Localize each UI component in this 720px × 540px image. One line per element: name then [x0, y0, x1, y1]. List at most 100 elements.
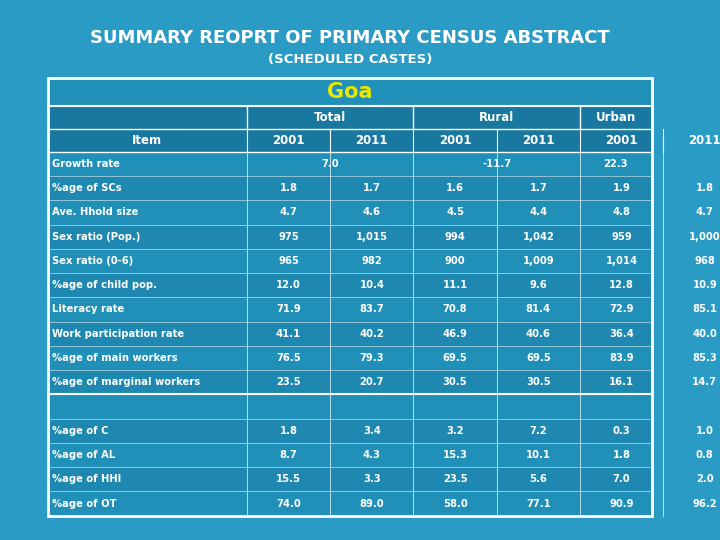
Text: 20.7: 20.7 — [359, 377, 384, 387]
Text: 1,009: 1,009 — [523, 256, 554, 266]
Text: 77.1: 77.1 — [526, 498, 551, 509]
Bar — [48, 443, 652, 467]
Text: Growth rate: Growth rate — [52, 159, 120, 169]
Text: Work participation rate: Work participation rate — [52, 329, 184, 339]
Text: 2011: 2011 — [356, 134, 388, 147]
Text: 85.1: 85.1 — [693, 305, 717, 314]
Text: 5.6: 5.6 — [529, 474, 547, 484]
Text: Goa: Goa — [327, 82, 372, 103]
Text: Urban: Urban — [596, 111, 636, 124]
Text: 81.4: 81.4 — [526, 305, 551, 314]
Text: 9.6: 9.6 — [529, 280, 547, 290]
Text: 2.0: 2.0 — [696, 474, 714, 484]
Text: 3.2: 3.2 — [446, 426, 464, 436]
Bar — [48, 129, 652, 152]
Text: 12.8: 12.8 — [609, 280, 634, 290]
Text: Ave. Hhold size: Ave. Hhold size — [52, 207, 138, 218]
Text: 7.0: 7.0 — [613, 474, 631, 484]
Text: -11.7: -11.7 — [482, 159, 511, 169]
Text: 2001: 2001 — [272, 134, 305, 147]
Bar — [48, 78, 652, 106]
Text: 2001: 2001 — [606, 134, 638, 147]
Text: 40.0: 40.0 — [693, 329, 717, 339]
Text: 7.0: 7.0 — [321, 159, 339, 169]
Text: Sex ratio (0-6): Sex ratio (0-6) — [52, 256, 133, 266]
Text: %age of HHI: %age of HHI — [52, 474, 121, 484]
Text: 2001: 2001 — [438, 134, 472, 147]
Bar — [48, 467, 652, 491]
Bar — [48, 249, 652, 273]
Text: 40.2: 40.2 — [359, 329, 384, 339]
Bar — [48, 346, 652, 370]
Text: 12.0: 12.0 — [276, 280, 301, 290]
Text: 4.3: 4.3 — [363, 450, 381, 460]
Text: 2011: 2011 — [688, 134, 720, 147]
Text: 36.4: 36.4 — [609, 329, 634, 339]
Text: 900: 900 — [445, 256, 465, 266]
Text: %age of main workers: %age of main workers — [52, 353, 177, 363]
Text: 23.5: 23.5 — [276, 377, 301, 387]
Bar — [48, 176, 652, 200]
Bar — [48, 106, 652, 129]
Text: 4.6: 4.6 — [363, 207, 381, 218]
Text: 69.5: 69.5 — [526, 353, 551, 363]
Text: 982: 982 — [361, 256, 382, 266]
Text: 23.5: 23.5 — [443, 474, 467, 484]
Text: 74.0: 74.0 — [276, 498, 301, 509]
Text: 994: 994 — [445, 232, 466, 242]
Bar — [48, 491, 652, 516]
Text: 58.0: 58.0 — [443, 498, 467, 509]
Text: 4.7: 4.7 — [279, 207, 297, 218]
Text: SUMMARY REOPRT OF PRIMARY CENSUS ABSTRACT: SUMMARY REOPRT OF PRIMARY CENSUS ABSTRAC… — [90, 29, 610, 47]
Text: 4.5: 4.5 — [446, 207, 464, 218]
Text: 3.4: 3.4 — [363, 426, 381, 436]
Text: 10.9: 10.9 — [693, 280, 717, 290]
Text: 40.6: 40.6 — [526, 329, 551, 339]
Bar — [48, 322, 652, 346]
Bar — [48, 394, 652, 418]
Text: (SCHEDULED CASTES): (SCHEDULED CASTES) — [268, 53, 432, 66]
Bar — [48, 298, 652, 322]
Text: 4.7: 4.7 — [696, 207, 714, 218]
Text: 1.8: 1.8 — [613, 450, 631, 460]
Text: Sex ratio (Pop.): Sex ratio (Pop.) — [52, 232, 140, 242]
Text: 1,014: 1,014 — [606, 256, 638, 266]
Text: 2011: 2011 — [522, 134, 554, 147]
Text: 70.8: 70.8 — [443, 305, 467, 314]
Text: 76.5: 76.5 — [276, 353, 301, 363]
Text: 1.7: 1.7 — [529, 183, 547, 193]
Text: Total: Total — [314, 111, 346, 124]
Text: 46.9: 46.9 — [443, 329, 467, 339]
Text: %age of OT: %age of OT — [52, 498, 117, 509]
Text: 89.0: 89.0 — [359, 498, 384, 509]
Text: 1.8: 1.8 — [279, 183, 297, 193]
Bar — [48, 200, 652, 225]
Text: 1.8: 1.8 — [279, 426, 297, 436]
Text: 959: 959 — [611, 232, 632, 242]
Text: 1.9: 1.9 — [613, 183, 631, 193]
Text: 90.9: 90.9 — [609, 498, 634, 509]
Text: 1.0: 1.0 — [696, 426, 714, 436]
Text: %age of child pop.: %age of child pop. — [52, 280, 157, 290]
Text: 79.3: 79.3 — [359, 353, 384, 363]
Text: 96.2: 96.2 — [693, 498, 717, 509]
Text: 69.5: 69.5 — [443, 353, 467, 363]
Bar — [48, 418, 652, 443]
Text: 8.7: 8.7 — [279, 450, 297, 460]
Text: 10.4: 10.4 — [359, 280, 384, 290]
Text: 85.3: 85.3 — [693, 353, 717, 363]
Text: 14.7: 14.7 — [693, 377, 717, 387]
Text: 1,000: 1,000 — [689, 232, 720, 242]
Text: 1.6: 1.6 — [446, 183, 464, 193]
Text: 0.3: 0.3 — [613, 426, 631, 436]
Bar — [48, 152, 652, 176]
Bar — [48, 78, 652, 516]
Text: 0.8: 0.8 — [696, 450, 714, 460]
Text: 968: 968 — [694, 256, 715, 266]
Text: 30.5: 30.5 — [443, 377, 467, 387]
Text: 975: 975 — [278, 232, 299, 242]
Text: %age of marginal workers: %age of marginal workers — [52, 377, 200, 387]
Text: 41.1: 41.1 — [276, 329, 301, 339]
Text: 1,015: 1,015 — [356, 232, 388, 242]
Text: 4.8: 4.8 — [613, 207, 631, 218]
